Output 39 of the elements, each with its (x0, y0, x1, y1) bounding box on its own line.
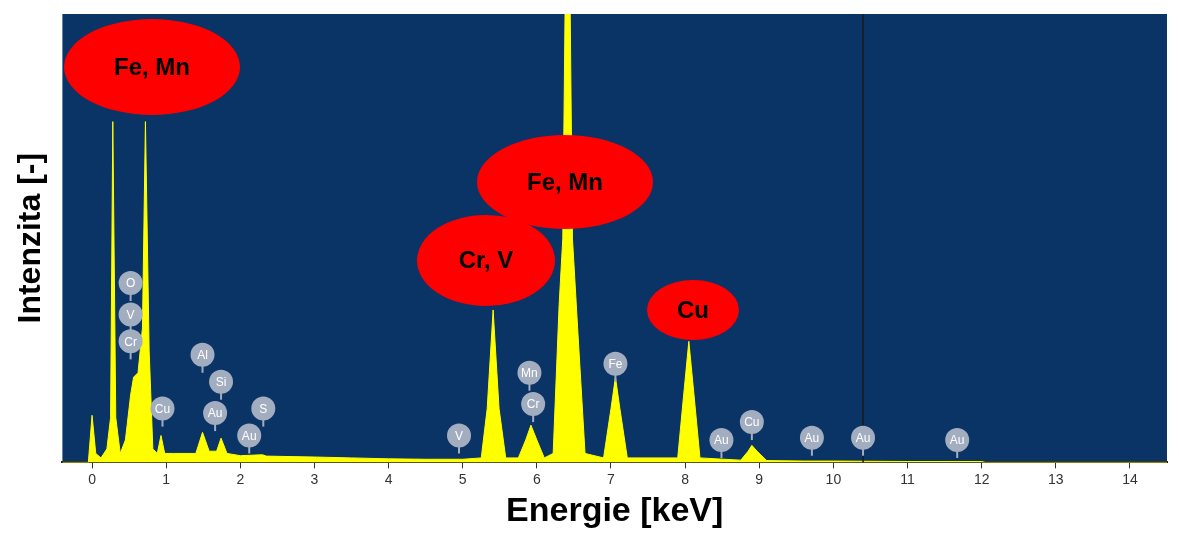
annotation: Cr (526, 397, 540, 412)
annotation: Au (855, 431, 871, 446)
x-tick-label: 13 (1048, 470, 1064, 487)
annotation: Au (949, 433, 965, 448)
annotation: Al (197, 348, 208, 363)
x-tick-label: 8 (681, 470, 690, 487)
annotation: Au (714, 433, 729, 448)
x-tick-label: 3 (310, 470, 319, 487)
x-tick-label: 4 (384, 470, 393, 487)
annotation: Si (215, 375, 227, 389)
annotation: V (455, 428, 464, 443)
x-tick-label: 14 (1122, 470, 1138, 487)
annotation: Fe, Mn (527, 168, 603, 196)
annotation: Cu (154, 401, 171, 416)
x-tick-label: 11 (900, 470, 915, 487)
annotation: Au (207, 406, 223, 421)
x-tick-label: 6 (532, 470, 541, 487)
x-tick-label: 9 (755, 470, 764, 487)
x-tick-label: 2 (236, 470, 245, 487)
annotation: Au (804, 431, 820, 446)
annotation: O (125, 276, 136, 291)
annotation: Cr, V (458, 246, 514, 274)
annotation: Au (241, 428, 257, 443)
annotation: Mn (521, 366, 538, 381)
annotation: Cu (677, 296, 709, 324)
x-tick-label: 1 (162, 470, 171, 487)
annotation: Fe (608, 357, 623, 372)
x-tick-label: 0 (88, 470, 97, 487)
x-tick-label: 5 (458, 470, 467, 487)
x-tick-label: 12 (973, 470, 990, 487)
annotation: Fe, Mn (114, 53, 190, 81)
annotation: Cr (124, 334, 137, 349)
x-tick-label: 7 (607, 470, 616, 487)
y-axis-title: Intenzita [-] (11, 152, 48, 324)
annotation: Cu (744, 415, 760, 430)
x-axis-title: Energie [keV] (506, 489, 724, 528)
annotation: S (259, 401, 268, 416)
annotation: V (126, 307, 135, 322)
x-tick-label: 10 (825, 470, 842, 487)
